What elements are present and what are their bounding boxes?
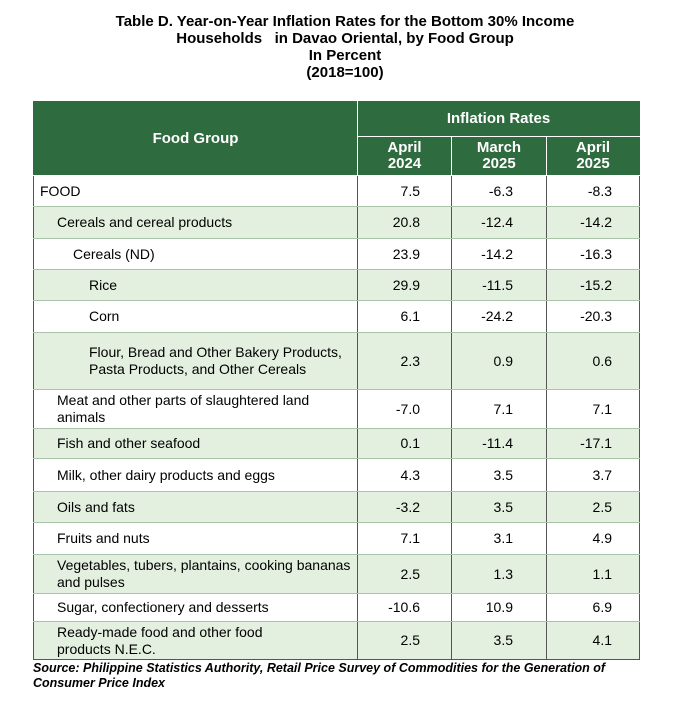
value-march-2025: -12.4 xyxy=(451,206,547,239)
value-march-2025: -6.3 xyxy=(451,175,547,207)
value-march-2025: 3.1 xyxy=(451,522,547,555)
table-row: Oils and fats -3.2 3.5 2.5 xyxy=(33,491,640,523)
row-label: Cereals (ND) xyxy=(33,238,358,270)
title-line-3: In Percent xyxy=(308,47,382,64)
value-april-2025: 4.9 xyxy=(545,522,640,555)
value-april-2025: -16.3 xyxy=(545,238,640,270)
table-row: Sugar, confectionery and desserts -10.6 … xyxy=(33,593,640,622)
table-row: Meat and other parts of slaughtered land… xyxy=(33,389,640,429)
row-label: Fruits and nuts xyxy=(33,522,358,555)
table-row: Corn 6.1 -24.2 -20.3 xyxy=(33,300,640,333)
title-line-4: (2018=100) xyxy=(306,64,384,81)
value-march-2025: 10.9 xyxy=(451,593,547,622)
value-march-2025: 3.5 xyxy=(451,621,547,660)
row-label: Fish and other seafood xyxy=(33,428,358,459)
value-april-2024: 2.5 xyxy=(357,621,452,660)
table-row: FOOD 7.5 -6.3 -8.3 xyxy=(33,175,640,207)
value-march-2025: -11.5 xyxy=(451,269,547,301)
row-label: Sugar, confectionery and desserts xyxy=(33,593,358,622)
value-march-2025: 7.1 xyxy=(451,389,547,429)
row-label: Flour, Bread and Other Bakery Products, … xyxy=(33,332,358,390)
value-march-2025: 3.5 xyxy=(451,491,547,523)
value-april-2025: 3.7 xyxy=(545,458,640,492)
row-label: Meat and other parts of slaughtered land… xyxy=(33,389,358,429)
value-april-2025: -14.2 xyxy=(545,206,640,239)
value-april-2025: 2.5 xyxy=(545,491,640,523)
row-label: Oils and fats xyxy=(33,491,358,523)
table-row: Cereals (ND) 23.9 -14.2 -16.3 xyxy=(33,238,640,270)
row-label: Corn xyxy=(33,300,358,333)
value-april-2024: 23.9 xyxy=(357,238,452,270)
header-april-2024: April 2024 xyxy=(357,136,452,176)
value-march-2025: -24.2 xyxy=(451,300,547,333)
row-label: FOOD xyxy=(33,175,358,207)
header-inflation-rates: Inflation Rates xyxy=(356,101,641,137)
value-april-2024: 7.5 xyxy=(357,175,452,207)
value-april-2024: -7.0 xyxy=(357,389,452,429)
row-label: Vegetables, tubers, plantains, cooking b… xyxy=(33,554,358,594)
value-april-2024: 0.1 xyxy=(357,428,452,459)
value-april-2025: 6.9 xyxy=(545,593,640,622)
header-march-2025: March 2025 xyxy=(451,136,547,176)
source-note: Source: Philippine Statistics Authority,… xyxy=(33,661,606,690)
table-row: Rice 29.9 -11.5 -15.2 xyxy=(33,269,640,301)
row-label: Ready-made food and other food products … xyxy=(33,621,358,660)
value-march-2025: 0.9 xyxy=(451,332,547,390)
value-april-2025: 7.1 xyxy=(545,389,640,429)
value-april-2024: 4.3 xyxy=(357,458,452,492)
value-april-2025: 4.1 xyxy=(545,621,640,660)
value-april-2025: 1.1 xyxy=(545,554,640,594)
value-april-2024: 6.1 xyxy=(357,300,452,333)
table-title: Table D. Year-on-Year Inflation Rates fo… xyxy=(0,13,690,81)
value-april-2025: -17.1 xyxy=(545,428,640,459)
table-row: Flour, Bread and Other Bakery Products, … xyxy=(33,332,640,390)
value-april-2025: -15.2 xyxy=(545,269,640,301)
inflation-table: Food Group Inflation Rates April 2024 Mar… xyxy=(33,101,641,660)
value-april-2024: 29.9 xyxy=(357,269,452,301)
table-row: Milk, other dairy products and eggs 4.3 … xyxy=(33,458,640,492)
header-food-group: Food Group xyxy=(33,101,358,176)
title-line-2: Households in Davao Oriental, by Food Gr… xyxy=(176,30,514,47)
table-row: Fish and other seafood 0.1 -11.4 -17.1 xyxy=(33,428,640,459)
table-row: Fruits and nuts 7.1 3.1 4.9 xyxy=(33,522,640,555)
title-line-1: Table D. Year-on-Year Inflation Rates fo… xyxy=(115,13,575,30)
value-april-2025: -20.3 xyxy=(545,300,640,333)
value-april-2025: -8.3 xyxy=(545,175,640,207)
value-april-2024: 2.5 xyxy=(357,554,452,594)
table-row: Vegetables, tubers, plantains, cooking b… xyxy=(33,554,640,594)
value-march-2025: 3.5 xyxy=(451,458,547,492)
table-row: Cereals and cereal products 20.8 -12.4 -… xyxy=(33,206,640,239)
value-april-2024: 7.1 xyxy=(357,522,452,555)
value-april-2024: 20.8 xyxy=(357,206,452,239)
value-march-2025: -14.2 xyxy=(451,238,547,270)
value-april-2024: -3.2 xyxy=(357,491,452,523)
value-april-2024: 2.3 xyxy=(357,332,452,390)
value-march-2025: 1.3 xyxy=(451,554,547,594)
value-march-2025: -11.4 xyxy=(451,428,547,459)
value-april-2024: -10.6 xyxy=(357,593,452,622)
row-label: Cereals and cereal products xyxy=(33,206,358,239)
header-april-2025: April 2025 xyxy=(545,136,641,176)
row-label: Rice xyxy=(33,269,358,301)
value-april-2025: 0.6 xyxy=(545,332,640,390)
table-row: Ready-made food and other food products … xyxy=(33,621,640,660)
row-label: Milk, other dairy products and eggs xyxy=(33,458,358,492)
